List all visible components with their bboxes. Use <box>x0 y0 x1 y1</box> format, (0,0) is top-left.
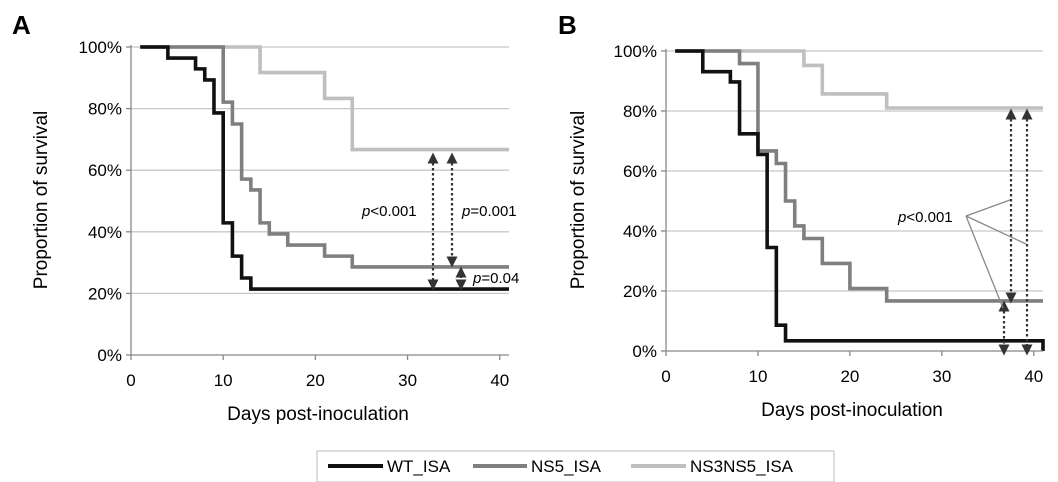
panel-a: A 0% 20% 40% 60% 80% 100% 0 10 20 30 40 Days post-… <box>12 10 519 425</box>
panel-a-series <box>140 47 509 289</box>
panel-a-ticks: 0% 20% 40% 60% 80% 100% 0 10 20 30 40 <box>79 38 510 390</box>
legend: WT_ISA NS5_ISA NS3NS5_ISA <box>317 451 834 482</box>
panel-b-curve-wt-isa <box>675 51 1043 351</box>
panel-b-leader-line <box>966 200 1010 216</box>
panel-a-y-tick-label: 40% <box>88 223 122 242</box>
panel-a-x-tick-label: 20 <box>306 371 325 390</box>
panel-a-y-axis-title: Proportion of survival <box>31 111 52 289</box>
panel-a-y-tick-label: 60% <box>88 161 122 180</box>
panel-b-x-tick-label: 30 <box>932 367 951 386</box>
panel-b-series <box>675 51 1043 351</box>
panel-b-x-axis-title: Days post-inoculation <box>761 400 943 421</box>
panel-b-p-value-label: p<0.001 <box>897 209 953 226</box>
panel-b-gridlines <box>666 51 1043 291</box>
panel-b-y-axis-title: Proportion of survival <box>568 111 589 289</box>
panel-b-x-tick-label: 40 <box>1024 367 1043 386</box>
panel-a-y-tick-label: 20% <box>88 284 122 303</box>
panel-a-y-tick-label: 100% <box>79 38 122 57</box>
panel-b-y-tick-label: 40% <box>623 222 657 241</box>
panel-b-letter: B <box>558 10 577 40</box>
legend-label-ns5: NS5_ISA <box>531 457 602 476</box>
panel-a-x-axis-title: Days post-inoculation <box>227 404 409 425</box>
panel-a-x-tick-label: 40 <box>490 371 509 390</box>
panel-b: B 0% 20% 40% 60% 80% 100% 0 10 20 30 40 Days post-… <box>558 10 1043 421</box>
panel-b-leader-line <box>966 216 1003 308</box>
panel-b-curve-ns5-isa <box>675 51 1043 301</box>
panel-a-letter: A <box>12 10 31 40</box>
legend-label-wt: WT_ISA <box>387 457 451 476</box>
panel-a-x-tick-label: 30 <box>398 371 417 390</box>
panel-a-y-tick-label: 0% <box>97 346 122 365</box>
panel-a-y-tick-label: 80% <box>88 100 122 119</box>
panel-b-x-tick-label: 0 <box>661 367 670 386</box>
legend-label-ns3ns5: NS3NS5_ISA <box>690 457 794 476</box>
panel-a-p-value-label: p=0.04 <box>472 270 519 287</box>
panel-b-y-tick-label: 80% <box>623 102 657 121</box>
panel-b-y-tick-label: 60% <box>623 162 657 181</box>
panel-a-p-value-label: p=0.001 <box>461 203 517 220</box>
panel-a-x-tick-label: 10 <box>214 371 233 390</box>
panel-b-y-tick-label: 20% <box>623 282 657 301</box>
panel-b-x-tick-label: 20 <box>840 367 859 386</box>
panel-a-p-value-label: p<0.001 <box>361 203 417 220</box>
panel-a-x-tick-label: 0 <box>126 371 135 390</box>
panel-b-y-tick-label: 0% <box>632 342 657 361</box>
panel-b-x-tick-label: 10 <box>748 367 767 386</box>
panel-b-y-tick-label: 100% <box>614 42 657 61</box>
